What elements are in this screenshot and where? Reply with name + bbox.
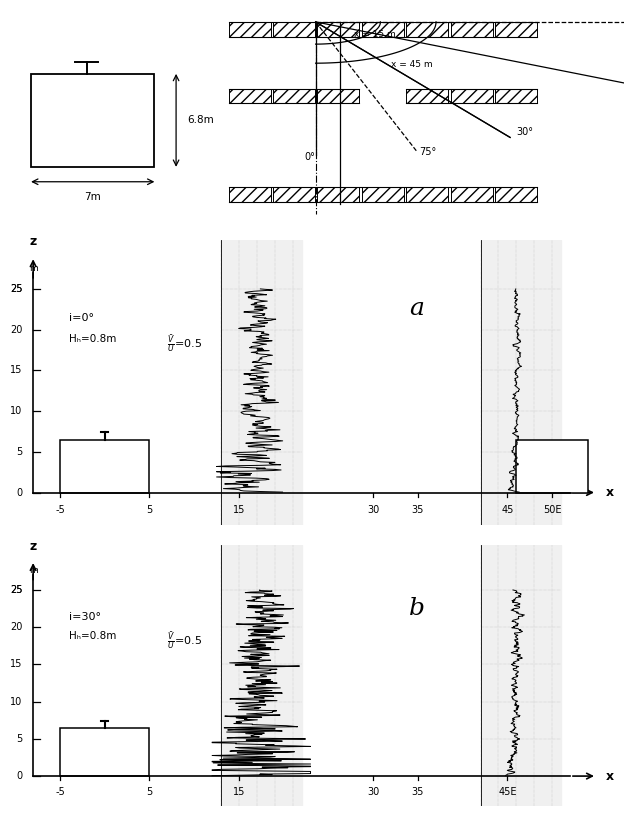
- Text: 25: 25: [10, 284, 23, 294]
- Text: 75°: 75°: [420, 147, 437, 157]
- Text: i=0°: i=0°: [69, 313, 94, 323]
- Bar: [406, 22, 449, 37]
- Bar: [406, 187, 449, 202]
- Bar: [273, 89, 315, 103]
- Text: 5: 5: [16, 734, 23, 744]
- Text: $\frac{\bar{V}}{U}$=0.5: $\frac{\bar{V}}{U}$=0.5: [168, 334, 202, 354]
- Text: 15: 15: [10, 659, 23, 669]
- Text: 5: 5: [16, 447, 23, 457]
- Bar: [221, 240, 302, 525]
- Bar: [273, 187, 315, 202]
- Text: i=30°: i=30°: [69, 612, 101, 622]
- Bar: [481, 545, 561, 806]
- Bar: [229, 89, 270, 103]
- Text: Hₕ=0.8m: Hₕ=0.8m: [69, 631, 117, 641]
- Text: 30: 30: [367, 787, 379, 797]
- Bar: [481, 240, 561, 525]
- Text: 45: 45: [501, 505, 513, 514]
- Text: 35: 35: [412, 505, 424, 514]
- Text: x = 45 m: x = 45 m: [391, 60, 432, 69]
- Bar: [495, 22, 537, 37]
- Text: 30: 30: [367, 505, 379, 514]
- Text: x: x: [606, 769, 614, 782]
- Text: b: b: [409, 597, 425, 620]
- Text: 45E: 45E: [498, 787, 517, 797]
- Text: 5: 5: [146, 505, 152, 514]
- Bar: [517, 440, 588, 492]
- Text: 6.8m: 6.8m: [187, 116, 214, 125]
- Bar: [451, 89, 493, 103]
- Text: 0°: 0°: [304, 151, 315, 161]
- Text: z: z: [30, 235, 37, 248]
- Bar: [221, 545, 302, 806]
- Text: 10: 10: [10, 406, 23, 416]
- Text: 25: 25: [10, 585, 23, 595]
- Text: 30°: 30°: [516, 127, 533, 138]
- Bar: [229, 22, 270, 37]
- Text: x = 15 m: x = 15 m: [354, 30, 396, 39]
- Bar: [362, 22, 404, 37]
- Text: 15: 15: [232, 505, 245, 514]
- Text: -5: -5: [55, 505, 65, 514]
- Text: 15: 15: [10, 365, 23, 375]
- Text: -5: -5: [55, 787, 65, 797]
- Text: m: m: [29, 264, 38, 273]
- Bar: [60, 440, 149, 492]
- Text: x: x: [606, 486, 614, 499]
- Text: 20: 20: [10, 325, 23, 335]
- Bar: [318, 22, 360, 37]
- Text: 0: 0: [16, 771, 23, 781]
- Text: 20: 20: [10, 622, 23, 632]
- Bar: [451, 187, 493, 202]
- Text: 10: 10: [10, 697, 23, 707]
- Bar: [273, 22, 315, 37]
- Text: 25: 25: [10, 585, 23, 595]
- Text: Hₕ=0.8m: Hₕ=0.8m: [69, 334, 117, 344]
- Bar: [495, 187, 537, 202]
- Bar: [229, 187, 270, 202]
- Bar: [318, 89, 360, 103]
- Text: m: m: [29, 566, 38, 575]
- Text: $\frac{\bar{V}}{U}$=0.5: $\frac{\bar{V}}{U}$=0.5: [168, 631, 202, 651]
- Text: z: z: [30, 540, 37, 553]
- Bar: [60, 728, 149, 776]
- Text: 15: 15: [232, 787, 245, 797]
- Text: a: a: [409, 297, 424, 320]
- Bar: [318, 187, 360, 202]
- Bar: [495, 89, 537, 103]
- Text: 7m: 7m: [84, 192, 101, 203]
- Bar: [406, 89, 449, 103]
- Text: 5: 5: [146, 787, 152, 797]
- Bar: [31, 74, 154, 167]
- Text: 0: 0: [16, 488, 23, 497]
- Bar: [451, 22, 493, 37]
- Text: 25: 25: [10, 284, 23, 294]
- Text: 35: 35: [412, 787, 424, 797]
- Bar: [362, 187, 404, 202]
- Text: 50E: 50E: [543, 505, 561, 514]
